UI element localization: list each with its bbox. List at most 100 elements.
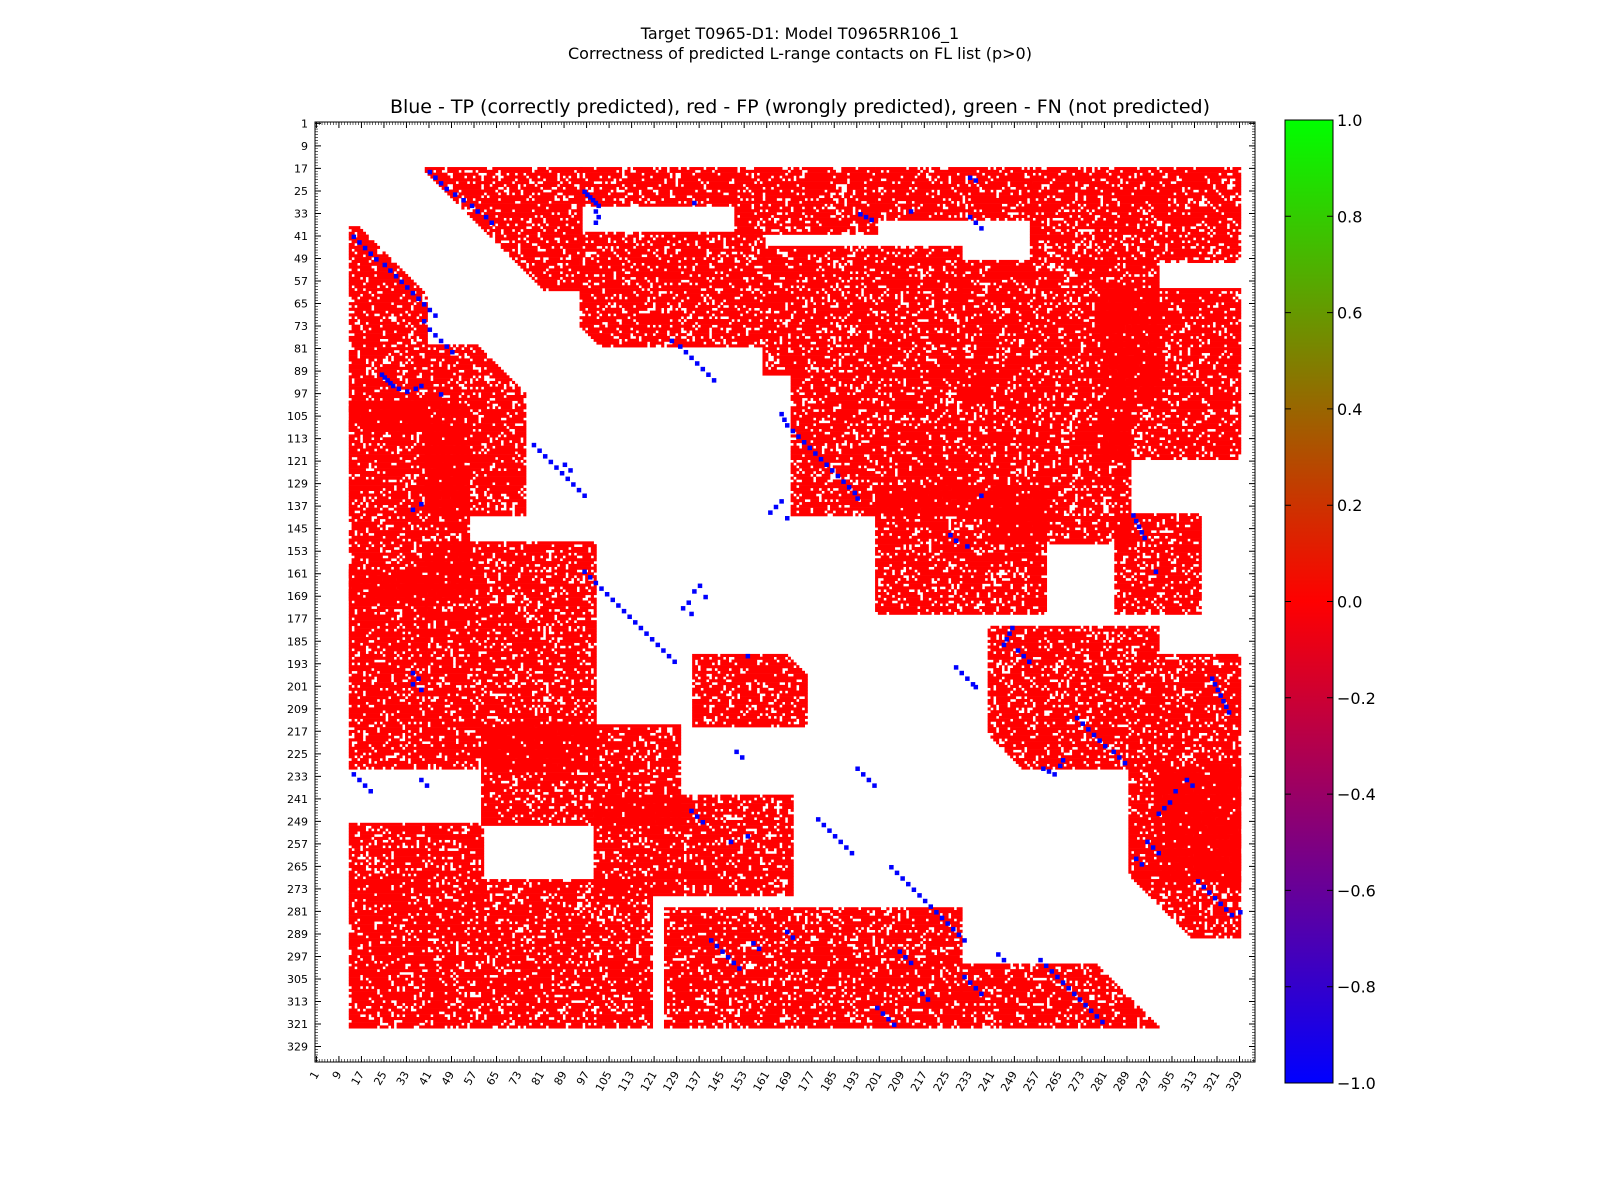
fp-cell-run bbox=[534, 273, 549, 278]
fp-cell-run bbox=[1103, 338, 1112, 342]
fp-cell-run bbox=[1027, 324, 1036, 328]
fp-cell-run bbox=[655, 324, 659, 328]
fp-cell-run bbox=[711, 316, 715, 320]
fp-cell-run bbox=[818, 220, 853, 224]
fp-cell-run bbox=[1063, 327, 1084, 331]
fp-cell-run bbox=[998, 217, 1005, 221]
fp-cell-run bbox=[1012, 397, 1039, 401]
fp-cell-run bbox=[1159, 386, 1211, 390]
fp-cell-run bbox=[1029, 535, 1033, 539]
fp-cell-run bbox=[731, 282, 760, 286]
fp-cell-run bbox=[1229, 355, 1242, 359]
fp-cell-run bbox=[942, 327, 957, 331]
fp-cell-run bbox=[883, 532, 890, 537]
fp-cell-run bbox=[1007, 535, 1014, 539]
fp-cell-run bbox=[922, 400, 941, 404]
fp-cell-run bbox=[1215, 330, 1219, 334]
fp-cell-run bbox=[1077, 504, 1104, 508]
fp-cell-run bbox=[602, 344, 611, 348]
fp-cell-run bbox=[1108, 335, 1126, 339]
fp-cell-run bbox=[1131, 212, 1143, 216]
fp-cell-run bbox=[1122, 409, 1132, 413]
fp-cell-run bbox=[1190, 206, 1214, 210]
fp-cell-run bbox=[939, 487, 952, 491]
fp-cell-run bbox=[990, 642, 994, 646]
fp-cell-run bbox=[872, 434, 884, 438]
fp-cell-run bbox=[1010, 684, 1019, 688]
fp-cell-run bbox=[1043, 417, 1053, 421]
fp-cell-run bbox=[624, 268, 637, 272]
fp-cell-run bbox=[984, 189, 991, 193]
fp-cell-run bbox=[1125, 333, 1140, 337]
fp-cell-run bbox=[1001, 493, 1017, 497]
fp-cell-run bbox=[875, 209, 890, 213]
fp-cell-run bbox=[959, 302, 983, 306]
fp-cell-run bbox=[1018, 212, 1022, 216]
fp-region bbox=[1029, 167, 1242, 264]
fp-cell-run bbox=[922, 501, 946, 506]
fp-cell-run bbox=[1010, 600, 1022, 604]
fp-cell-run bbox=[714, 299, 724, 303]
fp-cell-run bbox=[908, 552, 918, 556]
fp-cell-run bbox=[1077, 425, 1107, 430]
fp-cell-run bbox=[627, 195, 642, 199]
fp-cell-run bbox=[810, 220, 817, 224]
fp-cell-run bbox=[976, 372, 991, 376]
fp-cell-run bbox=[613, 344, 648, 348]
fp-cell-run bbox=[1218, 302, 1222, 306]
fp-cell-run bbox=[1114, 544, 1138, 548]
fp-cell-run bbox=[965, 490, 991, 494]
fp-cell-run bbox=[942, 389, 949, 393]
fp-cell-run bbox=[1018, 501, 1048, 506]
fp-cell-run bbox=[984, 586, 1011, 590]
fp-cell-run bbox=[776, 341, 780, 345]
fp-cell-run bbox=[1029, 197, 1036, 202]
fp-cell-run bbox=[1088, 656, 1126, 660]
fp-cell-run bbox=[1012, 420, 1019, 424]
fp-cell-run bbox=[928, 380, 946, 385]
fp-cell-run bbox=[1204, 454, 1211, 458]
fp-cell-run bbox=[1179, 513, 1188, 517]
fp-cell-run bbox=[776, 330, 817, 334]
fp-cell-run bbox=[818, 409, 822, 413]
fp-cell-run bbox=[1077, 231, 1081, 235]
fp-cell-run bbox=[1100, 631, 1104, 635]
fp-cell-run bbox=[1072, 428, 1121, 432]
fp-cell-run bbox=[1215, 366, 1242, 370]
fp-cell-run bbox=[804, 285, 831, 289]
fp-cell-run bbox=[936, 538, 949, 542]
fp-cell-run bbox=[996, 442, 1011, 446]
fp-cell-run bbox=[976, 518, 980, 522]
fp-cell-run bbox=[872, 307, 896, 311]
fp-cell-run bbox=[959, 273, 963, 278]
fp-cell-run bbox=[1153, 234, 1166, 238]
fp-cell-run bbox=[928, 192, 938, 196]
fp-cell-run bbox=[998, 288, 1019, 292]
fp-cell-run bbox=[790, 454, 803, 458]
fp-cell-run bbox=[1125, 603, 1132, 607]
fp-cell-run bbox=[1086, 169, 1093, 173]
fp-cell-run bbox=[996, 687, 1014, 691]
fp-cell-run bbox=[627, 310, 639, 314]
fp-cell-run bbox=[796, 226, 805, 230]
fp-cell-run bbox=[720, 304, 724, 309]
fp-cell-run bbox=[734, 319, 738, 323]
fp-cell-run bbox=[531, 217, 544, 221]
fp-cell-run bbox=[880, 380, 898, 385]
fp-cell-run bbox=[1021, 482, 1031, 486]
fp-cell-run bbox=[672, 282, 679, 286]
fp-cell-run bbox=[970, 451, 974, 455]
fp-cell-run bbox=[666, 290, 670, 294]
fp-cell-run bbox=[1024, 338, 1033, 342]
fp-cell-run bbox=[1142, 580, 1171, 584]
fp-cell-run bbox=[1139, 521, 1157, 525]
fp-cell-run bbox=[1029, 462, 1036, 466]
fp-cell-run bbox=[1125, 575, 1132, 579]
fp-cell-run bbox=[616, 273, 690, 278]
fp-cell-run bbox=[1077, 687, 1084, 691]
fp-cell-run bbox=[1193, 555, 1202, 559]
fp-cell-run bbox=[815, 423, 851, 427]
fp-cell-run bbox=[1229, 231, 1242, 235]
fp-cell-run bbox=[967, 448, 991, 452]
fp-cell-run bbox=[967, 206, 1011, 210]
